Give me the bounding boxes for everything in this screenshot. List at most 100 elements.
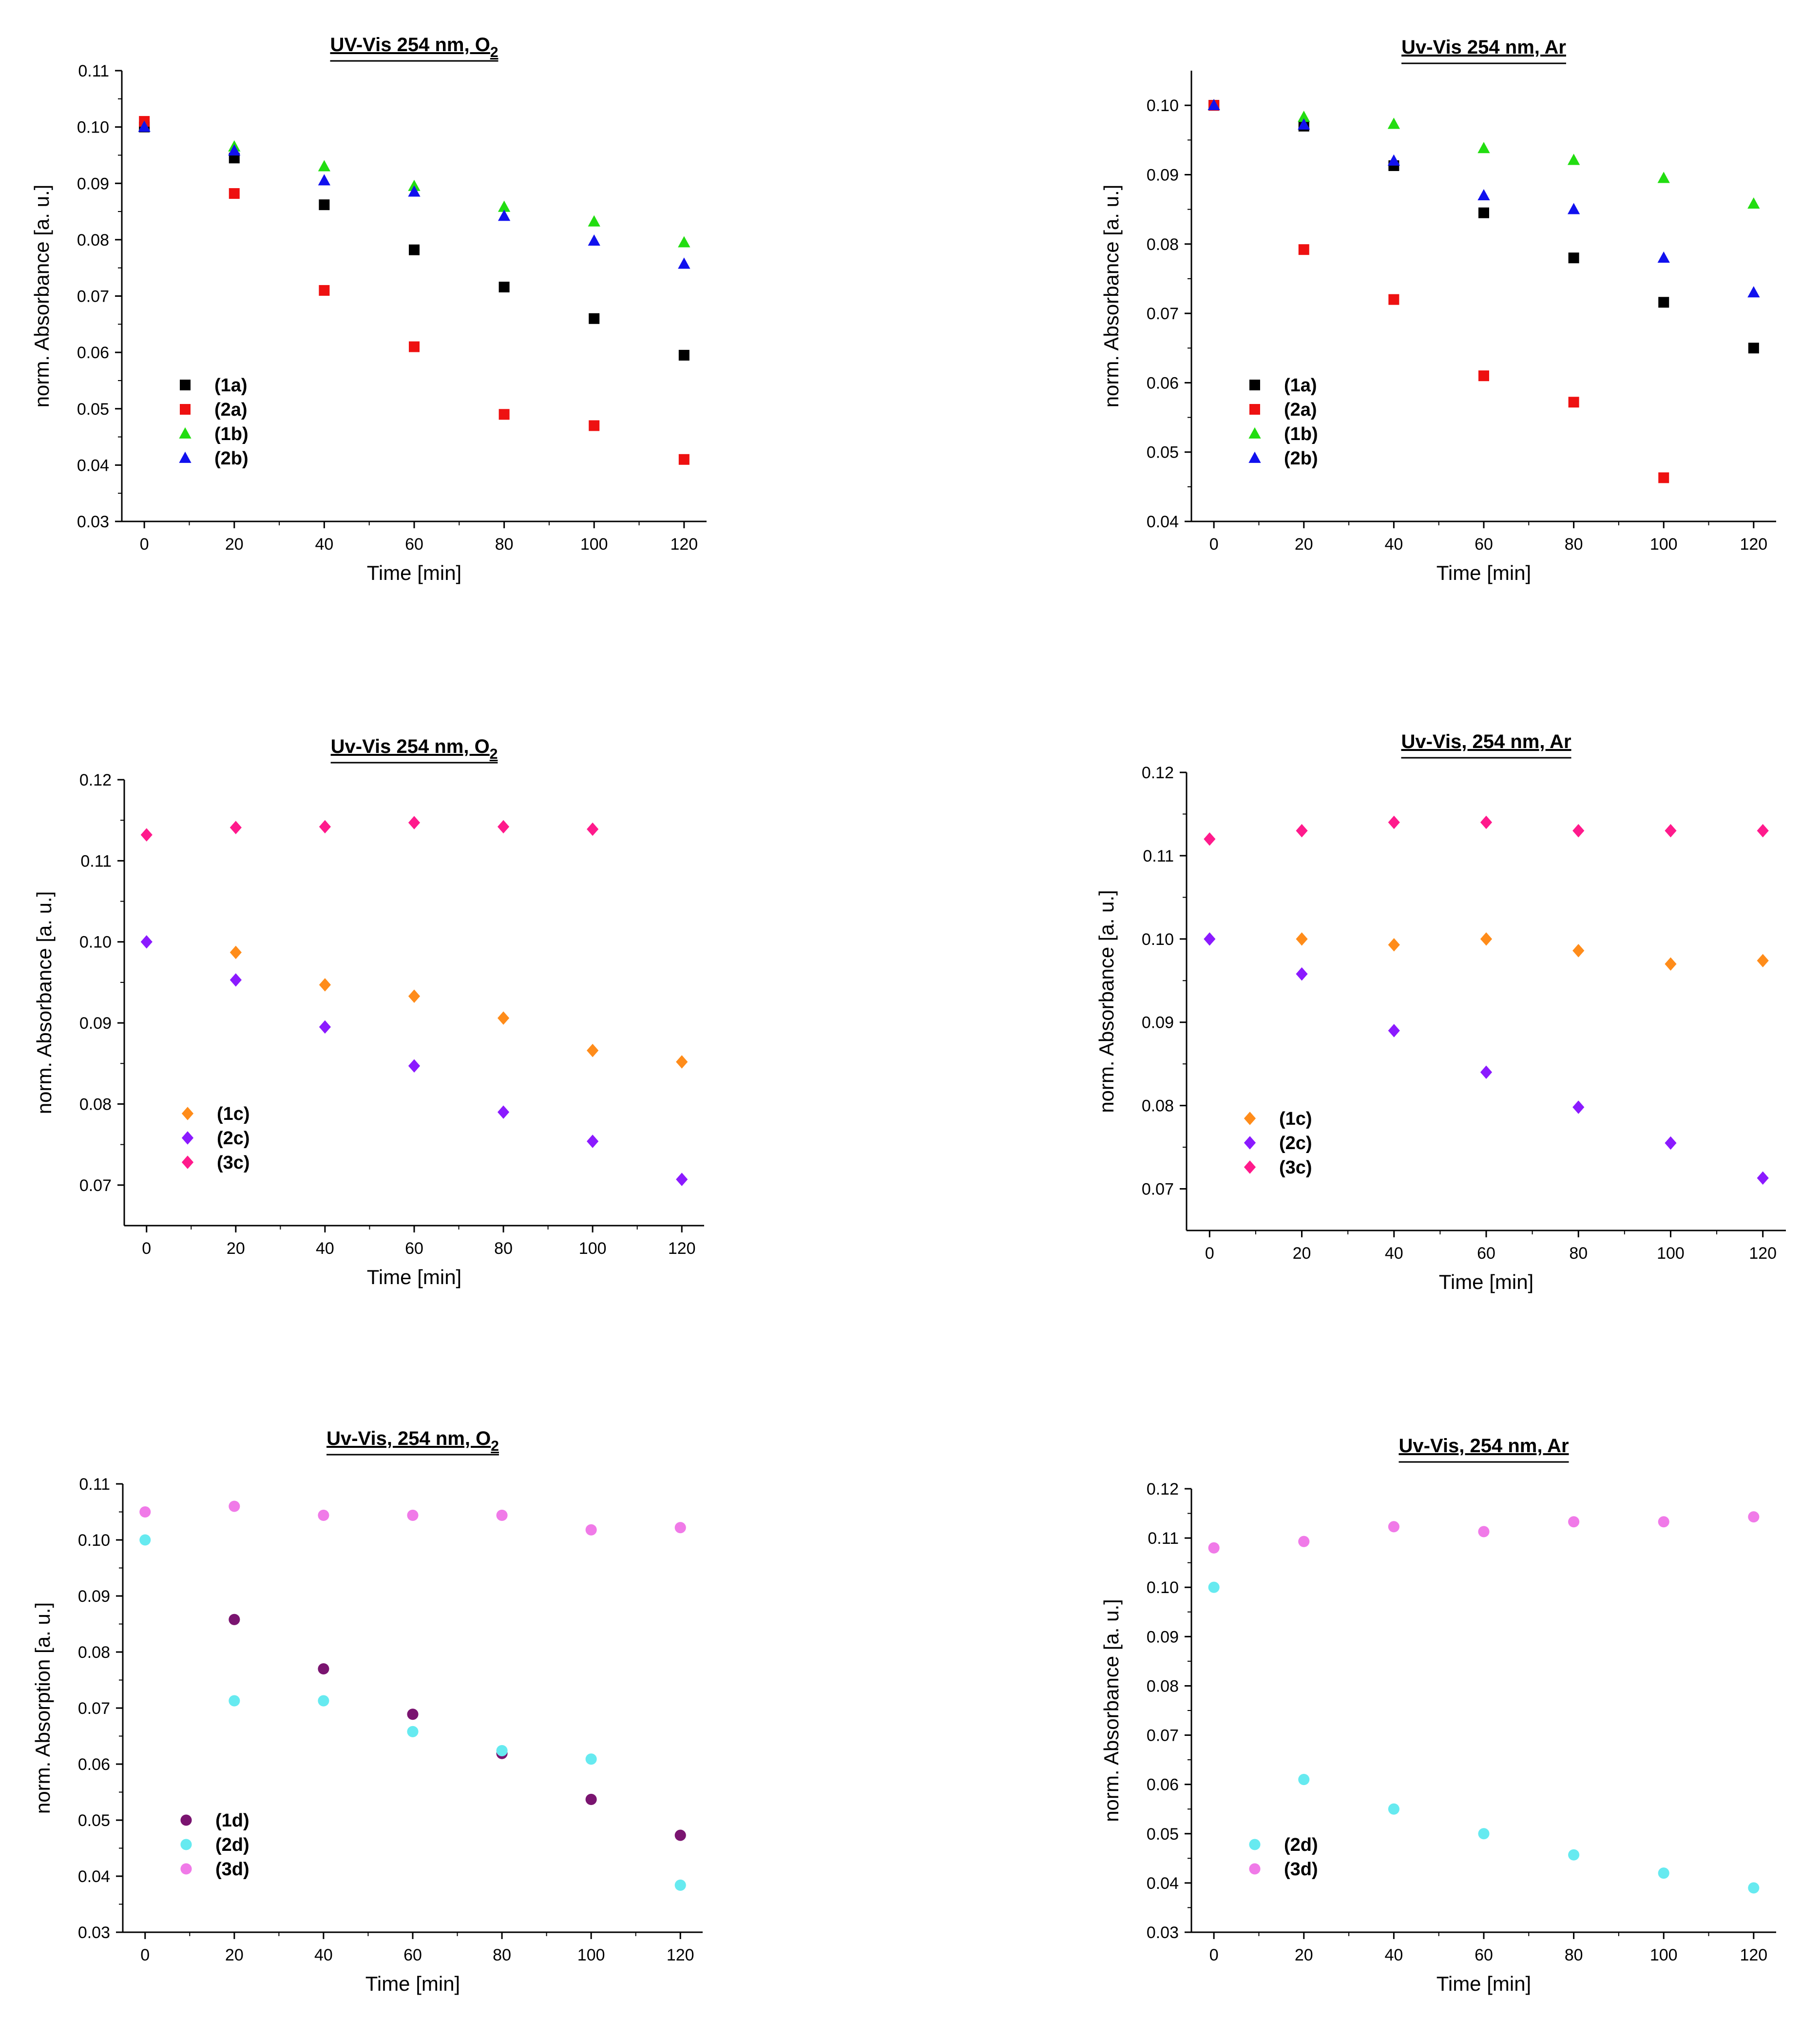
data-point-2d xyxy=(1568,1849,1580,1861)
y-tick-label: 0.12 xyxy=(1142,764,1174,782)
y-tick-label: 0.07 xyxy=(1147,1727,1179,1745)
x-tick-label: 0 xyxy=(1209,1946,1219,1964)
legend-marker-1a xyxy=(1249,380,1260,390)
y-tick-label: 0.07 xyxy=(1142,1180,1174,1199)
y-tick-label: 0.08 xyxy=(1147,235,1179,254)
x-axis-label: Time [min] xyxy=(1437,1972,1531,1995)
data-point-2c xyxy=(1388,1024,1400,1038)
data-point-3c xyxy=(230,821,242,834)
data-point-2b xyxy=(408,185,421,197)
legend-marker-2b xyxy=(1248,451,1261,463)
data-point-2d xyxy=(1478,1828,1490,1840)
y-tick-label: 0.04 xyxy=(1147,513,1179,531)
x-axis-label: Time [min] xyxy=(367,561,461,584)
data-point-2b xyxy=(138,120,151,132)
x-tick-label: 100 xyxy=(577,1946,605,1964)
data-point-2a xyxy=(1388,294,1399,305)
x-tick-label: 80 xyxy=(494,1239,513,1258)
x-tick-label: 120 xyxy=(1749,1244,1777,1263)
chart-title: Uv-Vis 254 nm, O2 xyxy=(331,736,498,762)
data-point-1b xyxy=(498,200,511,212)
legend-label-2b: (2b) xyxy=(214,448,249,469)
data-point-1c xyxy=(1757,954,1769,968)
series-2a xyxy=(139,116,690,465)
legend: (1a) (2a) (1b) (2b) xyxy=(1248,375,1318,469)
series-1c xyxy=(230,945,688,1069)
y-tick-label: 0.11 xyxy=(1143,847,1174,865)
y-axis-label: norm. Absorbance [a. u.] xyxy=(1095,890,1118,1113)
legend-label-2d: (2d) xyxy=(1284,1835,1318,1855)
data-point-3d xyxy=(1748,1511,1760,1523)
chart-title-subscript: 2 xyxy=(491,1438,499,1454)
legend-marker-2b xyxy=(179,451,192,463)
data-point-1d xyxy=(318,1663,329,1675)
x-tick-label: 0 xyxy=(140,1946,150,1964)
y-tick-label: 0.09 xyxy=(77,174,109,193)
chart-panel-6: 0 20 40 60 80 100 120 0.03 0.04 0.05 0.06 0.07 0.08 0… xyxy=(1100,1435,1776,1995)
data-point-3d xyxy=(674,1522,686,1534)
x-tick-label: 40 xyxy=(314,1946,333,1964)
data-point-2a xyxy=(229,188,240,199)
data-point-2b xyxy=(1477,189,1490,201)
legend-label-2a: (2a) xyxy=(214,400,248,420)
x-tick-label: 40 xyxy=(1384,1946,1403,1964)
data-point-2d xyxy=(496,1745,508,1756)
x-tick-label: 100 xyxy=(1650,535,1678,554)
legend-marker-1b xyxy=(1248,427,1261,439)
x-tick-label: 120 xyxy=(670,535,698,554)
y-tick-label: 0.11 xyxy=(79,1475,110,1494)
chart-title: Uv-Vis, 254 nm, O2 xyxy=(326,1428,499,1454)
x-tick-label: 40 xyxy=(316,1239,334,1258)
series-2b xyxy=(1207,98,1760,298)
x-tick-label: 120 xyxy=(667,1946,694,1964)
legend-marker-1d xyxy=(180,1814,192,1826)
x-tick-label: 60 xyxy=(1477,1244,1495,1263)
data-point-2c xyxy=(587,1134,599,1148)
data-point-2a xyxy=(1298,244,1309,255)
data-point-3d xyxy=(1478,1526,1490,1538)
y-tick-label: 0.04 xyxy=(77,456,109,475)
y-axis-label: norm. Absorbance [a. u.] xyxy=(1100,1599,1123,1822)
data-point-1b xyxy=(408,179,421,191)
data-point-2b xyxy=(318,174,331,186)
data-point-2d xyxy=(1298,1774,1310,1786)
y-tick-label: 0.10 xyxy=(1142,930,1174,949)
x-tick-label: 80 xyxy=(1565,535,1583,554)
series-3d xyxy=(1208,1511,1760,1554)
data-point-3c xyxy=(1296,824,1308,838)
data-point-2c xyxy=(230,973,242,987)
y-tick-label: 0.07 xyxy=(1147,305,1179,323)
x-tick-label: 20 xyxy=(1295,535,1313,554)
x-tick-label: 120 xyxy=(1740,535,1767,554)
data-point-2c xyxy=(1572,1100,1585,1114)
data-point-3c xyxy=(587,822,599,836)
legend-label-1c: (1c) xyxy=(217,1104,250,1124)
series-2c xyxy=(1204,932,1769,1185)
x-tick-label: 60 xyxy=(403,1946,422,1964)
data-point-1b xyxy=(318,160,331,172)
chart-title: Uv-Vis, 254 nm, Ar xyxy=(1399,1435,1569,1457)
data-point-2a xyxy=(678,454,690,465)
data-point-2c xyxy=(497,1105,510,1119)
data-point-1a xyxy=(409,244,420,255)
x-tick-label: 100 xyxy=(579,1239,607,1258)
data-point-3c xyxy=(1480,815,1493,829)
y-tick-label: 0.04 xyxy=(1147,1874,1179,1893)
data-point-2a xyxy=(319,285,330,296)
y-tick-label: 0.06 xyxy=(1147,1776,1179,1794)
data-point-1a xyxy=(319,199,330,211)
legend-label-2d: (2d) xyxy=(215,1835,249,1855)
data-point-2b xyxy=(1207,98,1220,111)
x-tick-label: 20 xyxy=(1295,1946,1313,1964)
chart-panel-4: 0 20 40 60 80 100 120 0.07 0.08 0.09 0.10 0.11 0.12 T… xyxy=(1095,731,1786,1293)
x-tick-label: 40 xyxy=(1384,535,1403,554)
data-point-3d xyxy=(1208,1542,1220,1554)
data-point-1d xyxy=(407,1709,419,1720)
x-axis-label: Time [min] xyxy=(367,1266,461,1288)
data-point-2d xyxy=(407,1726,419,1737)
y-tick-label: 0.06 xyxy=(77,344,109,362)
y-tick-label: 0.08 xyxy=(77,231,109,250)
chart-panel-3: 0 20 40 60 80 100 120 0.07 0.08 0.09 0.10 0.11 0.12 T… xyxy=(33,736,704,1288)
x-tick-label: 60 xyxy=(1475,535,1493,554)
y-tick-label: 0.05 xyxy=(77,400,109,419)
